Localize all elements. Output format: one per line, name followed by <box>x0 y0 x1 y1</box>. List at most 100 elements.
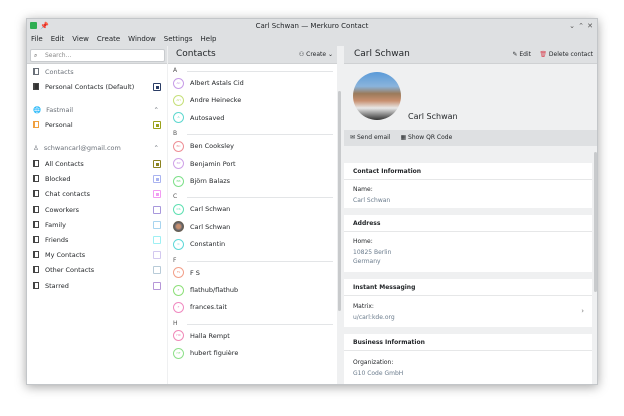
field-value: G10 Code GmbH <box>353 370 404 377</box>
color-swatch[interactable] <box>153 190 161 199</box>
show-qr-button[interactable]: ▦ Show QR Code <box>400 134 453 141</box>
sidebar-item-blocked[interactable]: Blocked <box>33 173 161 185</box>
avatar: C <box>173 238 184 250</box>
avatar: BB <box>173 175 184 187</box>
sidebar-item-coworkers[interactable]: Coworkers <box>33 204 161 216</box>
menu-create[interactable]: Create <box>96 35 121 43</box>
sidebar-item-personal-contacts[interactable]: Personal Contacts (Default) <box>33 81 161 93</box>
color-swatch[interactable] <box>153 160 161 168</box>
search-input[interactable]: ⌕ Search... <box>30 49 165 62</box>
sidebar-item-friends[interactable]: Friends <box>33 234 161 246</box>
field-label: Organization: <box>353 359 394 366</box>
list-item[interactable]: FS F S <box>173 266 200 281</box>
menu-window[interactable]: Window <box>128 35 156 43</box>
avatar: AC <box>173 77 184 89</box>
pencil-icon: ✎ <box>512 51 520 58</box>
menu-settings[interactable]: Settings <box>163 35 193 43</box>
color-swatch[interactable] <box>153 175 161 184</box>
addressbook-icon <box>33 68 39 75</box>
list-item[interactable]: CS Carl Schwan <box>173 202 230 217</box>
addressbook-icon <box>33 205 39 213</box>
list-item[interactable]: BP Benjamin Port <box>173 157 236 172</box>
section-letter: A <box>173 67 333 74</box>
trash-icon: 🗑 <box>539 51 549 58</box>
color-swatch[interactable] <box>153 236 161 244</box>
send-email-button[interactable]: ✉ Send email <box>350 134 391 141</box>
sidebar-item-chat-contacts[interactable]: Chat contacts <box>33 188 161 200</box>
list-item[interactable]: HR Halla Rempt <box>173 329 230 344</box>
addressbook-icon <box>33 83 39 90</box>
color-swatch[interactable] <box>153 205 161 214</box>
avatar: FS <box>173 267 184 279</box>
avatar: CS <box>173 203 184 215</box>
addressbook-icon <box>33 121 39 128</box>
menu-edit[interactable]: Edit <box>50 35 65 43</box>
add-user-icon: ⚇ <box>298 51 307 58</box>
delete-contact-button[interactable]: 🗑 Delete contact <box>539 51 593 58</box>
color-swatch[interactable] <box>153 251 161 260</box>
avatar: BP <box>173 158 184 170</box>
sidebar-item-all-contacts[interactable]: All Contacts <box>33 158 161 170</box>
avatar: BC <box>173 140 184 152</box>
action-bar: ✉ Send email ▦ Show QR Code <box>344 130 597 146</box>
section-gmail[interactable]: ♙ schwancarl@gmail.com ⌃ <box>33 144 159 152</box>
sidebar-item-starred[interactable]: Starred <box>33 280 161 292</box>
contact-name: Benjamin Port <box>190 159 236 168</box>
contact-name: Ben Cooksley <box>190 142 234 151</box>
menu-file[interactable]: File <box>31 35 43 43</box>
color-swatch[interactable] <box>153 266 161 275</box>
sidebar-item-family[interactable]: Family <box>33 219 161 231</box>
menu-view[interactable]: View <box>72 35 89 43</box>
section-contacts[interactable]: Contacts <box>33 66 161 78</box>
field-value: Carl Schwan <box>353 197 391 204</box>
color-swatch[interactable] <box>153 83 161 91</box>
addressbook-icon <box>33 160 39 167</box>
minimize-button[interactable]: ⌄ <box>569 22 575 30</box>
color-swatch[interactable] <box>153 220 161 229</box>
detail-scrollbar[interactable] <box>594 152 597 292</box>
sidebar-item-other-contacts[interactable]: Other Contacts <box>33 264 161 276</box>
list-item[interactable]: BB Björn Balazs <box>173 174 230 189</box>
address-card: Address Home: 10825 Berlin Germany <box>344 215 592 272</box>
contact-name: Carl Schwan <box>190 205 231 214</box>
im-card[interactable]: Instant Messaging Matrix: u/carl:kde.org… <box>344 279 592 327</box>
sidebar-item-personal[interactable]: Personal <box>33 119 161 131</box>
contact-name: Carl Schwan <box>190 222 231 231</box>
list-header: Contacts ⚇ Create ⌄ <box>168 46 337 64</box>
title-bar: 📌 Carl Schwan — Merkuro Contact ⌄ ⌃ ✕ <box>27 19 597 33</box>
field-value: u/carl:kde.org <box>353 314 395 321</box>
business-card: Business Information Organization: G10 C… <box>344 334 592 384</box>
app-icon <box>30 22 37 29</box>
list-scrollbar[interactable] <box>338 91 341 311</box>
field-value: 10825 Berlin <box>353 249 392 256</box>
list-item[interactable]: C Constantin <box>173 237 225 252</box>
contact-name: Constantin <box>190 240 226 249</box>
list-item[interactable]: AH Andre Heinecke <box>173 93 241 108</box>
color-swatch[interactable] <box>153 121 161 129</box>
list-item[interactable]: HF hubert figuière <box>173 346 238 361</box>
create-button[interactable]: ⚇ Create ⌄ <box>298 51 333 58</box>
addressbook-icon <box>33 236 39 243</box>
avatar: A <box>173 112 184 124</box>
list-item[interactable]: A Autosaved <box>173 111 224 126</box>
color-swatch[interactable] <box>153 281 161 290</box>
menu-help[interactable]: Help <box>200 35 217 43</box>
maximize-button[interactable]: ⌃ <box>578 22 584 30</box>
card-title: Instant Messaging <box>344 279 592 296</box>
contact-name: Albert Astals Cid <box>190 79 244 87</box>
list-item[interactable]: Carl Schwan <box>173 220 230 235</box>
pin-icon[interactable]: 📌 <box>40 22 49 30</box>
sidebar-item-my-contacts[interactable]: My Contacts <box>33 249 161 261</box>
list-item[interactable]: AC Albert Astals Cid <box>173 76 244 91</box>
globe-icon: 🌐 <box>33 106 42 114</box>
close-button[interactable]: ✕ <box>587 22 593 30</box>
avatar: AH <box>173 94 184 106</box>
section-fastmail[interactable]: 🌐 Fastmail ⌃ <box>33 106 159 114</box>
edit-button[interactable]: ✎ Edit <box>512 51 531 58</box>
card-title: Contact Information <box>344 163 592 180</box>
list-item[interactable]: BC Ben Cooksley <box>173 139 234 154</box>
user-icon: ♙ <box>33 144 39 152</box>
contact-photo <box>353 72 401 120</box>
